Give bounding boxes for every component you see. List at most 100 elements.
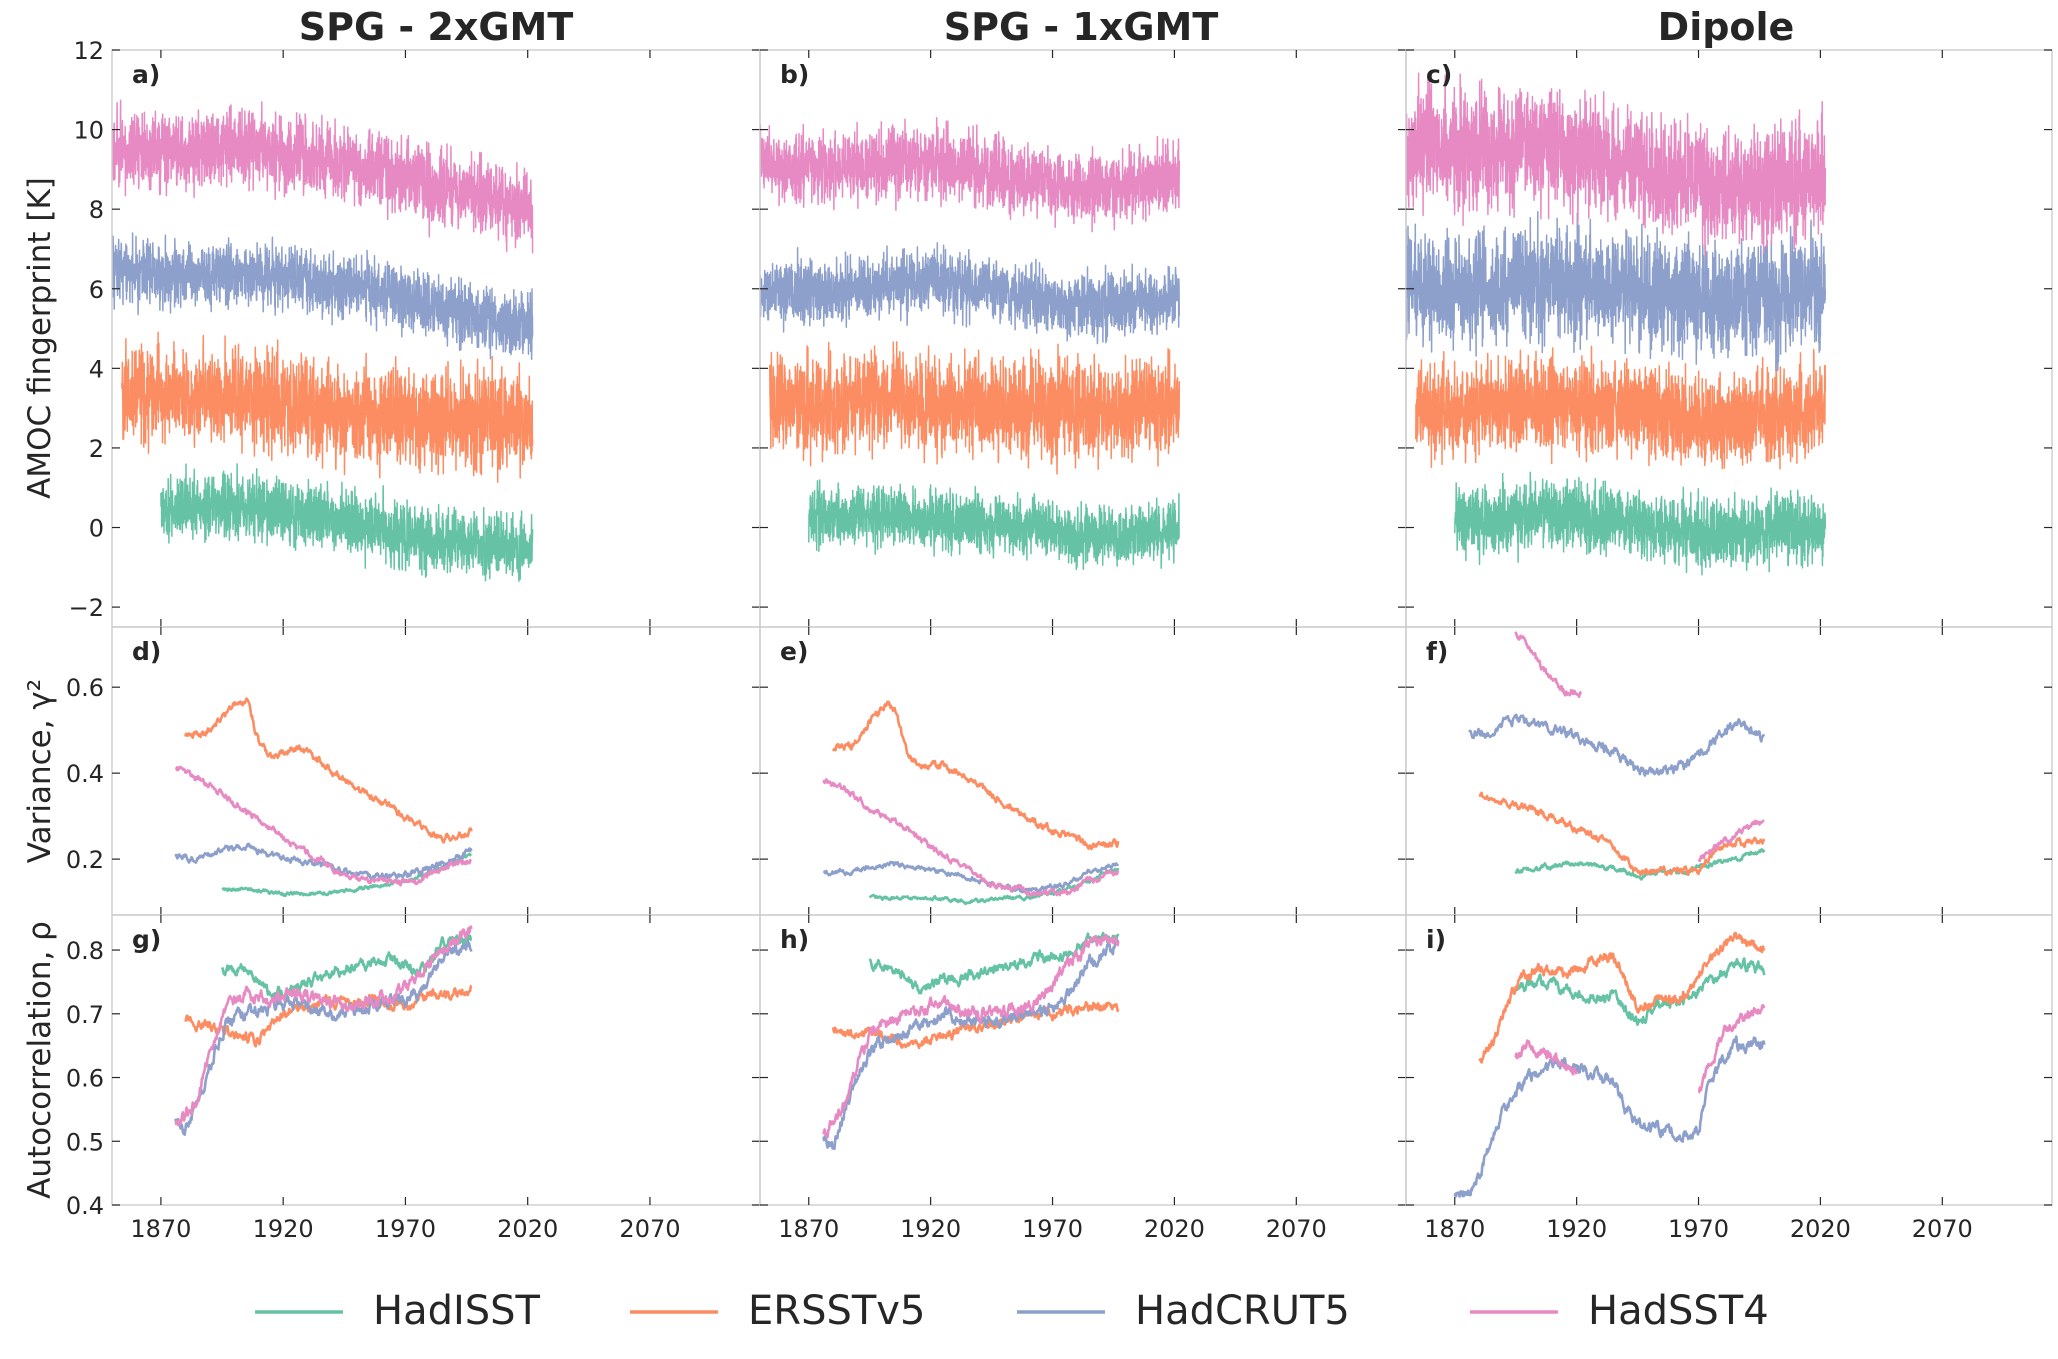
panel-g-lines	[174, 925, 473, 1136]
panels-group: −2 0 2 4 6 8 10 12 a) b) c) 0.2 0.4 0.6 d) e) f) 1870 1920…	[66, 37, 2053, 1243]
series-line-hadsst4	[1406, 72, 1827, 258]
panel-f-frame	[1405, 626, 2053, 916]
series-line-hadcrut5	[760, 242, 1181, 345]
x-tick-label: 2070	[1912, 1215, 1973, 1243]
y-tick-label: 8	[89, 196, 104, 224]
series-line-hadisst	[868, 867, 1120, 906]
series-line-ersstv5	[1478, 931, 1766, 1064]
y-tick-label: 0.4	[66, 1192, 104, 1220]
series-line-hadcrut5	[112, 232, 534, 361]
x-tick-label: 2020	[1144, 1215, 1205, 1243]
series-line-ersstv5	[769, 341, 1181, 475]
panel-b-lines	[760, 116, 1181, 571]
y-tick-label: 4	[89, 355, 104, 383]
series-line-hadsst4	[112, 99, 534, 254]
y-tick-label: 0.2	[66, 846, 104, 874]
y-tick-label: 0.6	[66, 1065, 104, 1093]
panel-h-lines	[822, 931, 1120, 1151]
series-line-hadsst4	[1697, 1004, 1766, 1094]
panel-d: 0.2 0.4 0.6 d)	[66, 626, 761, 916]
panel-g: 1870 1920 1970 2020 2070 0.4 0.5 0.6 0.7 0.8 g)	[66, 914, 761, 1243]
series-line-hadcrut5	[1453, 1035, 1766, 1198]
ylabel-row-3: Autocorrelation, ρ	[22, 921, 58, 1199]
panel-label: f)	[1426, 637, 1448, 666]
x-tick-label: 1970	[1022, 1215, 1083, 1243]
x-tick-label: 1970	[375, 1215, 436, 1243]
y-tick-label: 0.8	[66, 937, 104, 965]
x-tick-label: 1870	[1424, 1215, 1485, 1243]
legend-label-ersstv5: ERSSTv5	[748, 1288, 925, 1334]
ylabel-row-1: AMOC fingerprint [K]	[22, 177, 58, 499]
series-line-hadisst	[220, 933, 473, 1000]
x-tick-label: 2020	[497, 1215, 558, 1243]
series-line-hadsst4	[1514, 1039, 1578, 1076]
panel-e-frame	[759, 626, 1407, 916]
panel-f-lines	[1468, 631, 1766, 881]
panel-h: 1870 1920 1970 2020 2070 h)	[759, 914, 1407, 1243]
ylabel-row-2: Variance, γ²	[22, 679, 58, 863]
series-line-ersstv5	[831, 700, 1120, 851]
y-tick-label: 0.6	[66, 674, 104, 702]
column-title-1: SPG - 2xGMT	[299, 5, 574, 49]
panel-i: 1870 1920 1970 2020 2070 i)	[1405, 914, 2053, 1243]
series-line-ersstv5	[831, 1000, 1120, 1050]
panel-label: d)	[132, 637, 161, 666]
panel-label: e)	[780, 637, 808, 666]
series-line-hadcrut5	[1468, 713, 1766, 777]
panel-label: c)	[1426, 60, 1452, 89]
y-tick-label: 0.7	[66, 1001, 104, 1029]
panel-c: c)	[1405, 49, 2053, 628]
series-line-hadsst4	[174, 765, 473, 887]
y-tick-label: 12	[73, 37, 104, 65]
x-tick-label: 1920	[1546, 1215, 1607, 1243]
series-line-hadsst4	[760, 116, 1181, 233]
y-tick-label: 0.5	[66, 1128, 104, 1156]
x-tick-label: 2070	[1266, 1215, 1327, 1243]
series-line-ersstv5	[184, 984, 473, 1048]
y-tick-label: 2	[89, 435, 104, 463]
column-title-3: Dipole	[1658, 5, 1795, 49]
y-tick-label: 0	[89, 515, 104, 543]
panel-label: h)	[780, 925, 809, 954]
x-tick-label: 1870	[778, 1215, 839, 1243]
series-line-hadisst	[808, 479, 1180, 571]
column-title-2: SPG - 1xGMT	[944, 5, 1219, 49]
series-line-hadcrut5	[174, 939, 473, 1136]
panel-a: −2 0 2 4 6 8 10 12 a)	[69, 37, 761, 628]
panel-label: i)	[1426, 925, 1446, 954]
panel-e: e)	[759, 626, 1407, 916]
series-line-ersstv5	[1415, 345, 1827, 470]
panel-label: a)	[132, 60, 160, 89]
panel-f: f)	[1405, 626, 2053, 916]
series-line-hadcrut5	[822, 860, 1120, 894]
series-line-ersstv5	[184, 697, 473, 844]
panel-c-lines	[1406, 72, 1827, 576]
y-tick-label: −2	[69, 594, 104, 622]
x-tick-label: 1920	[900, 1215, 961, 1243]
panel-i-frame	[1405, 914, 2053, 1206]
x-tick-label: 1970	[1668, 1215, 1729, 1243]
series-line-hadsst4	[1697, 819, 1765, 863]
series-line-hadcrut5	[1406, 210, 1827, 372]
x-tick-label: 2020	[1790, 1215, 1851, 1243]
panel-label: b)	[780, 60, 809, 89]
series-line-hadisst	[1514, 848, 1766, 881]
legend-label-hadsst4: HadSST4	[1588, 1288, 1769, 1334]
x-tick-label: 1920	[253, 1215, 314, 1243]
y-tick-label: 10	[73, 117, 104, 145]
panel-d-lines	[174, 697, 473, 897]
series-line-hadisst	[160, 463, 534, 583]
series-line-hadcrut5	[822, 938, 1120, 1151]
series-line-hadisst	[1454, 471, 1827, 576]
series-line-hadsst4	[174, 925, 473, 1127]
series-line-hadsst4	[822, 778, 1120, 898]
panel-e-lines	[822, 700, 1120, 906]
legend: HadISST ERSSTv5 HadCRUT5 HadSST4	[255, 1288, 1769, 1334]
series-line-hadsst4	[822, 933, 1120, 1139]
legend-label-hadisst: HadISST	[373, 1288, 541, 1334]
y-tick-label: 0.4	[66, 760, 104, 788]
series-line-ersstv5	[121, 331, 534, 483]
panel-b: b)	[759, 49, 1407, 628]
series-line-hadisst	[868, 931, 1120, 995]
